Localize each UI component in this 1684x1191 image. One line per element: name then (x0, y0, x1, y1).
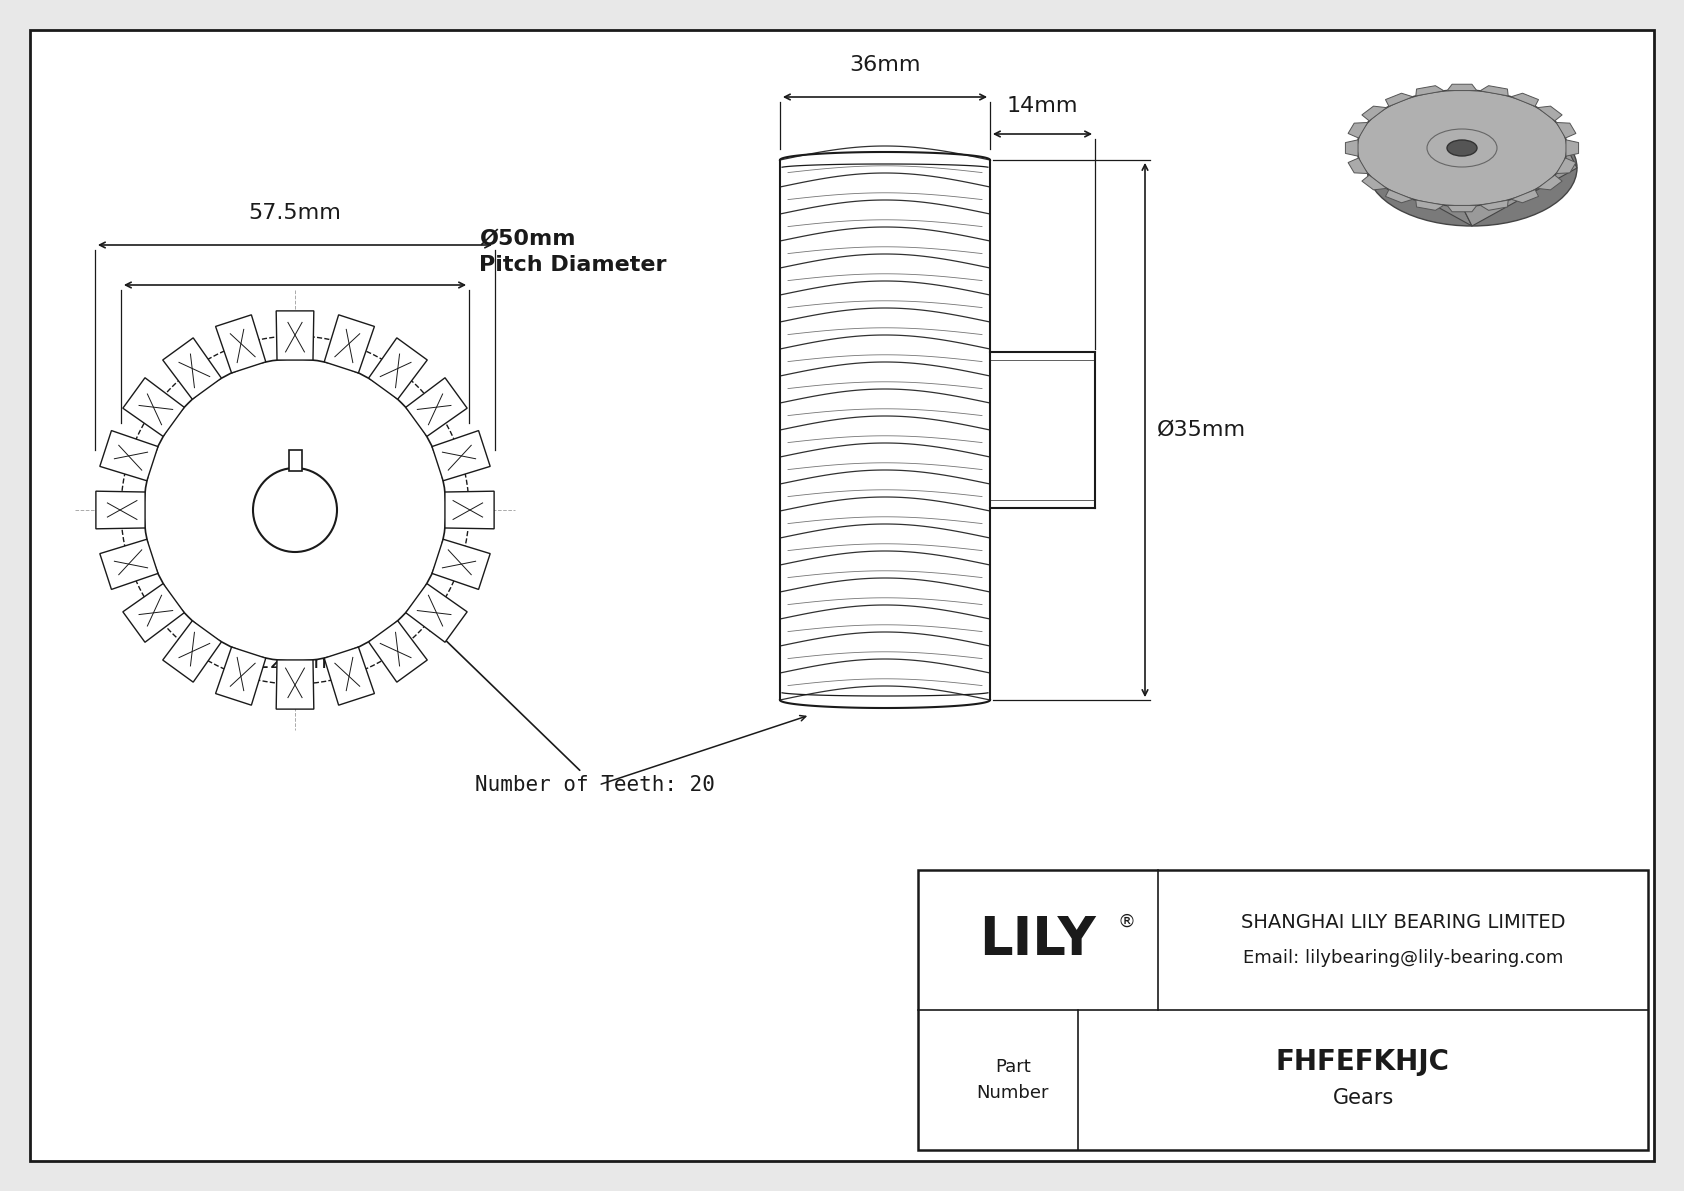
Polygon shape (216, 314, 266, 373)
Text: Ø35mm: Ø35mm (1157, 420, 1246, 439)
Polygon shape (1349, 123, 1367, 138)
Polygon shape (445, 491, 493, 529)
Polygon shape (433, 540, 490, 590)
Polygon shape (406, 584, 466, 642)
Polygon shape (1416, 86, 1443, 96)
Polygon shape (216, 647, 266, 705)
Polygon shape (1537, 106, 1563, 120)
Polygon shape (1346, 139, 1357, 156)
Polygon shape (433, 431, 490, 481)
Text: Ø50mm
Pitch Diameter: Ø50mm Pitch Diameter (478, 229, 667, 275)
Polygon shape (96, 491, 145, 529)
Polygon shape (1556, 158, 1576, 174)
Polygon shape (1462, 148, 1576, 226)
Polygon shape (163, 621, 221, 682)
Polygon shape (1511, 93, 1539, 106)
Polygon shape (1362, 106, 1386, 120)
Polygon shape (1447, 205, 1477, 212)
Polygon shape (369, 621, 428, 682)
Text: ®: ® (1116, 913, 1135, 931)
Polygon shape (1480, 200, 1509, 211)
Polygon shape (99, 431, 158, 481)
Text: SHANGHAI LILY BEARING LIMITED: SHANGHAI LILY BEARING LIMITED (1241, 912, 1564, 931)
Text: 14mm: 14mm (1007, 96, 1078, 116)
Polygon shape (123, 378, 184, 436)
Text: Ø12mm: Ø12mm (239, 651, 327, 672)
Bar (918, 869, 1649, 1151)
Bar (288, 450, 301, 470)
Text: Number of Teeth: 20: Number of Teeth: 20 (426, 622, 716, 796)
Text: Part
Number: Part Number (977, 1058, 1049, 1102)
Polygon shape (1349, 158, 1367, 174)
Polygon shape (1357, 148, 1472, 226)
Polygon shape (1386, 189, 1413, 202)
Polygon shape (276, 311, 313, 360)
Polygon shape (1556, 123, 1576, 138)
Circle shape (77, 292, 514, 728)
Polygon shape (276, 660, 313, 709)
Bar (775, 141, 1000, 725)
Polygon shape (1537, 175, 1563, 189)
Polygon shape (1566, 139, 1578, 156)
Polygon shape (123, 584, 184, 642)
Polygon shape (1480, 86, 1509, 96)
Polygon shape (1511, 189, 1539, 202)
Circle shape (145, 358, 446, 661)
Ellipse shape (1447, 141, 1477, 156)
Polygon shape (99, 540, 158, 590)
Text: 57.5mm: 57.5mm (249, 202, 342, 223)
Polygon shape (1386, 93, 1413, 106)
Text: 36mm: 36mm (849, 55, 921, 75)
Polygon shape (1416, 200, 1443, 211)
Polygon shape (369, 338, 428, 399)
Text: LILY: LILY (980, 913, 1096, 966)
Polygon shape (163, 338, 221, 399)
Ellipse shape (1367, 110, 1576, 226)
Text: Gears: Gears (1332, 1089, 1394, 1108)
Polygon shape (325, 647, 374, 705)
Polygon shape (1447, 85, 1477, 91)
Ellipse shape (1357, 91, 1568, 206)
Polygon shape (1362, 175, 1386, 189)
Polygon shape (406, 378, 466, 436)
Circle shape (253, 468, 337, 551)
Text: Email: lilybearing@lily-bearing.com: Email: lilybearing@lily-bearing.com (1243, 949, 1563, 967)
Text: FHFEFKHJC: FHFEFKHJC (1276, 1048, 1450, 1075)
Polygon shape (325, 314, 374, 373)
